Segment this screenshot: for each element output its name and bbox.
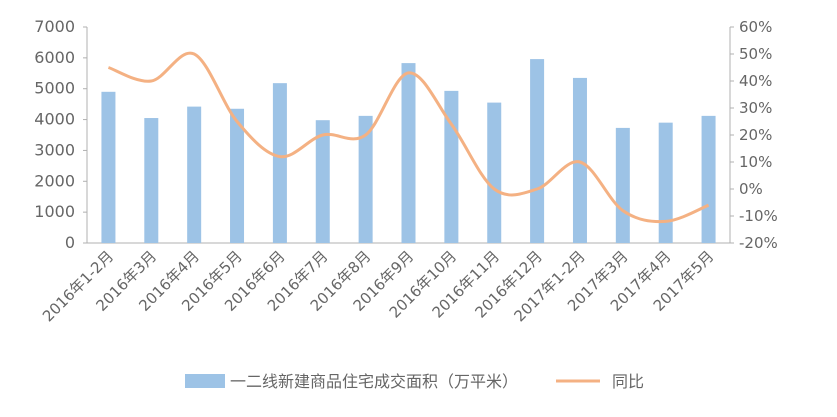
bar [402, 63, 416, 243]
right-tick-label: 30% [739, 99, 772, 117]
bar-series [101, 59, 715, 243]
right-y-axis: -20% -10% 0% 10% 20% 30% 40% 50% 60% [730, 18, 778, 252]
right-tick-label: 20% [739, 126, 772, 144]
bar [101, 92, 115, 243]
left-tick-label: 6000 [34, 48, 75, 67]
legend: 一二线新建商品住宅成交面积（万平米） 同比 [185, 372, 644, 391]
left-tick-label: 1000 [34, 202, 75, 221]
right-tick-label: 40% [739, 72, 772, 90]
legend-bar-label: 一二线新建商品住宅成交面积（万平米） [230, 372, 518, 391]
bar [273, 83, 287, 243]
left-tick-label: 3000 [34, 140, 75, 159]
legend-line-label: 同比 [612, 372, 644, 391]
bar [702, 116, 716, 243]
right-tick-label: 0% [739, 180, 763, 198]
bar [659, 123, 673, 243]
bar [144, 118, 158, 243]
bar [187, 107, 201, 243]
left-tick-label: 4000 [34, 110, 75, 129]
right-tick-label: 50% [739, 45, 772, 63]
right-tick-label: -20% [739, 234, 778, 252]
x-axis-labels: 2016年1-2月2016年3月2016年4月2016年5月2016年6月201… [39, 247, 717, 325]
legend-bar-swatch [185, 374, 225, 388]
left-tick-label: 0 [65, 233, 75, 252]
right-tick-label: 10% [739, 153, 772, 171]
bar [444, 91, 458, 243]
bar [616, 128, 630, 243]
right-tick-label: -10% [739, 207, 778, 225]
right-tick-label: 60% [739, 18, 772, 36]
left-tick-label: 5000 [34, 79, 75, 98]
bar [530, 59, 544, 243]
left-tick-label: 7000 [34, 17, 75, 36]
bar [487, 103, 501, 243]
left-tick-label: 2000 [34, 171, 75, 190]
